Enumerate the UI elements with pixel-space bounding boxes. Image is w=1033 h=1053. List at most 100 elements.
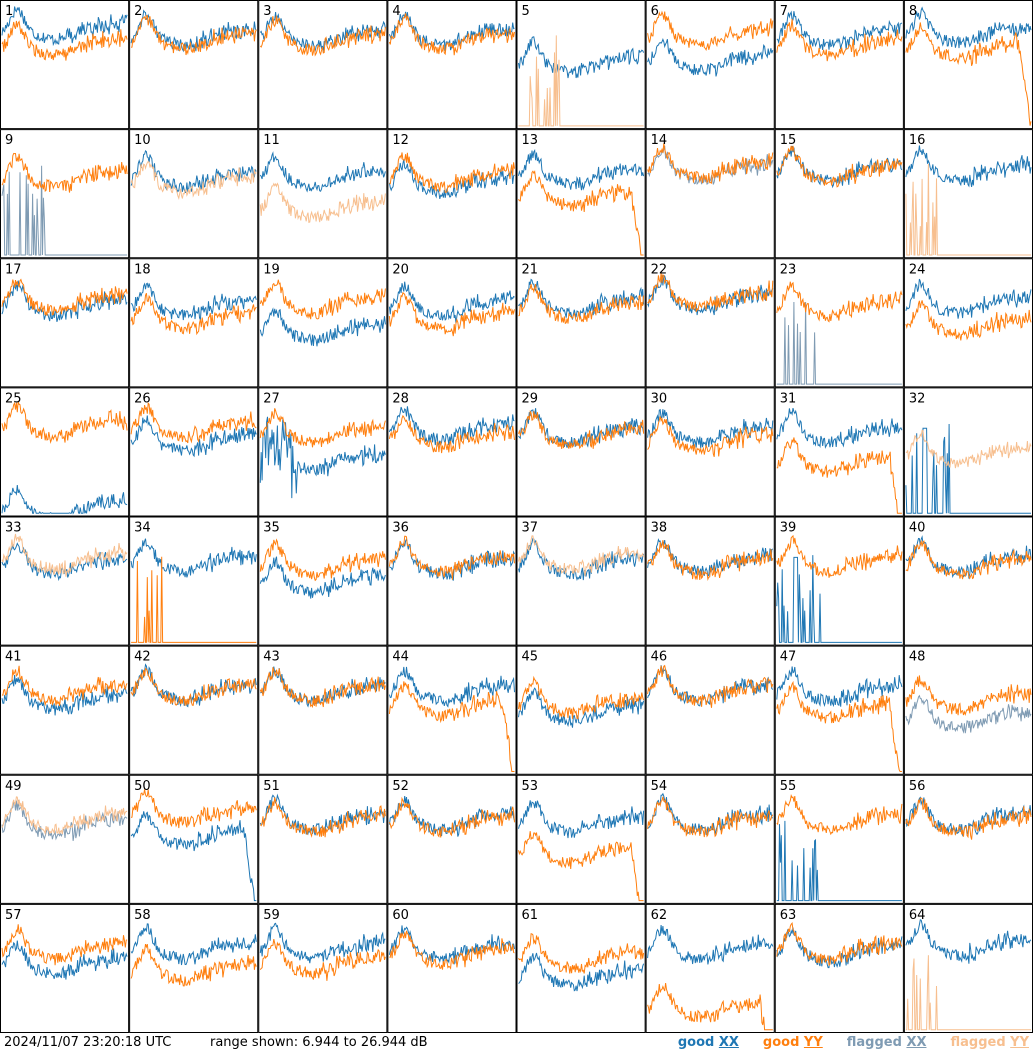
panel-41: 41 — [0, 645, 130, 775]
panel-25-border — [0, 387, 130, 517]
panel-55: 55 — [774, 774, 904, 904]
legend-flagged-xx-word: flagged — [846, 1035, 902, 1050]
panel-22-yy-line — [647, 272, 774, 313]
panel-64-label: 64 — [909, 908, 926, 923]
panel-16-border — [903, 129, 1033, 259]
panel-39-xx-line — [776, 555, 902, 643]
panel-15: 15 — [774, 129, 904, 259]
panel-33: 33 — [0, 516, 130, 646]
panel-62-border — [645, 903, 775, 1033]
panel-49-xx-line — [1, 799, 128, 841]
panel-60-yy-line — [389, 930, 515, 970]
panel-62-xx-line — [647, 924, 774, 965]
panel-2-yy-line — [130, 15, 257, 56]
panel-12-border — [387, 129, 517, 259]
panel-36-label: 36 — [392, 521, 409, 536]
panel-32-yy-line — [905, 429, 1032, 469]
panel-20-xx-line — [388, 281, 515, 324]
panel-21-border — [516, 258, 646, 388]
panel-38: 38 — [645, 516, 775, 646]
panel-58-xx-line — [130, 923, 257, 966]
panel-35-yy-line — [259, 538, 386, 582]
panel-53-border — [516, 774, 646, 904]
panel-21: 21 — [516, 258, 646, 388]
panel-21-yy-line — [518, 283, 645, 325]
panel-18: 18 — [129, 258, 259, 388]
panel-2-border — [129, 0, 259, 130]
panel-17-label: 17 — [5, 262, 22, 277]
panel-1: 1 — [0, 0, 130, 130]
legend-flagged-xx: flagged XX — [847, 1033, 927, 1053]
panel-42: 42 — [129, 645, 259, 775]
panel-49: 49 — [0, 774, 130, 904]
panel-24-yy-line — [905, 300, 1032, 341]
panel-30: 30 — [645, 387, 775, 517]
panel-46-border — [645, 645, 775, 775]
panel-7-xx-line — [776, 10, 903, 50]
panel-14: 14 — [645, 129, 775, 259]
panel-16-yy-line — [905, 163, 1031, 256]
panel-14-border — [645, 129, 775, 259]
panel-35-border — [258, 516, 388, 646]
panel-15-border — [774, 129, 904, 259]
panel-31: 31 — [774, 387, 904, 517]
panel-53-label: 53 — [522, 779, 539, 794]
panel-9: 9 — [0, 129, 130, 259]
panel-45-xx-line — [518, 687, 645, 728]
panel-64: 64 — [903, 903, 1033, 1033]
panel-8-xx-line — [905, 6, 1032, 49]
panel-25: 25 — [0, 387, 130, 517]
panel-47-border — [774, 645, 904, 775]
panel-13-label: 13 — [522, 133, 539, 148]
panel-48: 48 — [903, 645, 1033, 775]
panel-52-yy-line — [388, 796, 515, 838]
panel-58-label: 58 — [134, 908, 151, 923]
panel-38-border — [645, 516, 775, 646]
legend-good-yy: good YY — [763, 1033, 823, 1053]
panel-32: 32 — [903, 387, 1033, 517]
legend-flagged-yy: flagged YY — [950, 1033, 1029, 1053]
panel-9-yy-line — [1, 152, 128, 193]
panel-4-border — [387, 0, 517, 130]
panel-6-xx-line — [647, 37, 774, 77]
panel-11-yy-line — [259, 182, 386, 224]
panel-19-xx-line — [259, 307, 386, 347]
panel-16-xx-line — [905, 145, 1032, 188]
timestamp: 2024/11/07 23:20:18 UTC — [4, 1035, 172, 1050]
panel-55-yy-line — [776, 793, 903, 836]
panel-23-yy-line — [776, 281, 903, 323]
panel-62-label: 62 — [651, 908, 668, 923]
panel-50: 50 — [129, 774, 259, 904]
panel-6-label: 6 — [651, 4, 659, 19]
panel-35-label: 35 — [263, 521, 280, 536]
panel-60-xx-line — [388, 925, 515, 965]
legend-good-xx: good XX — [678, 1033, 739, 1053]
panel-9-border — [0, 129, 130, 259]
panel-61-xx-line — [518, 952, 645, 992]
panel-53-xx-line — [518, 800, 645, 839]
panel-27-label: 27 — [263, 391, 280, 406]
panel-51-yy-line — [259, 797, 386, 838]
panel-53-yy-line — [518, 831, 644, 902]
panel-29-xx-line — [518, 408, 645, 449]
panel-12-xx-line — [388, 159, 515, 200]
panel-46-yy-line — [647, 664, 774, 708]
panel-3-border — [258, 0, 388, 130]
panel-28-border — [387, 387, 517, 517]
footer-bar: 2024/11/07 23:20:18 UTC range shown: 6.9… — [0, 1033, 1033, 1053]
panel-28-xx-line — [388, 406, 515, 447]
panel-35: 35 — [258, 516, 388, 646]
panel-23-label: 23 — [780, 262, 797, 277]
panel-48-xx-line — [905, 694, 1032, 734]
panel-33-yy-line — [1, 533, 128, 577]
panel-50-label: 50 — [134, 779, 151, 794]
panel-26-xx-line — [130, 415, 257, 458]
panel-18-yy-line — [130, 293, 257, 336]
legend-good-xx-tok: XX — [718, 1035, 739, 1050]
panel-26: 26 — [129, 387, 259, 517]
panel-44-xx-line — [388, 666, 515, 708]
panel-30-label: 30 — [651, 391, 668, 406]
panel-50-yy-line — [130, 789, 257, 829]
panel-28: 28 — [387, 387, 517, 517]
panel-45-label: 45 — [522, 650, 539, 665]
